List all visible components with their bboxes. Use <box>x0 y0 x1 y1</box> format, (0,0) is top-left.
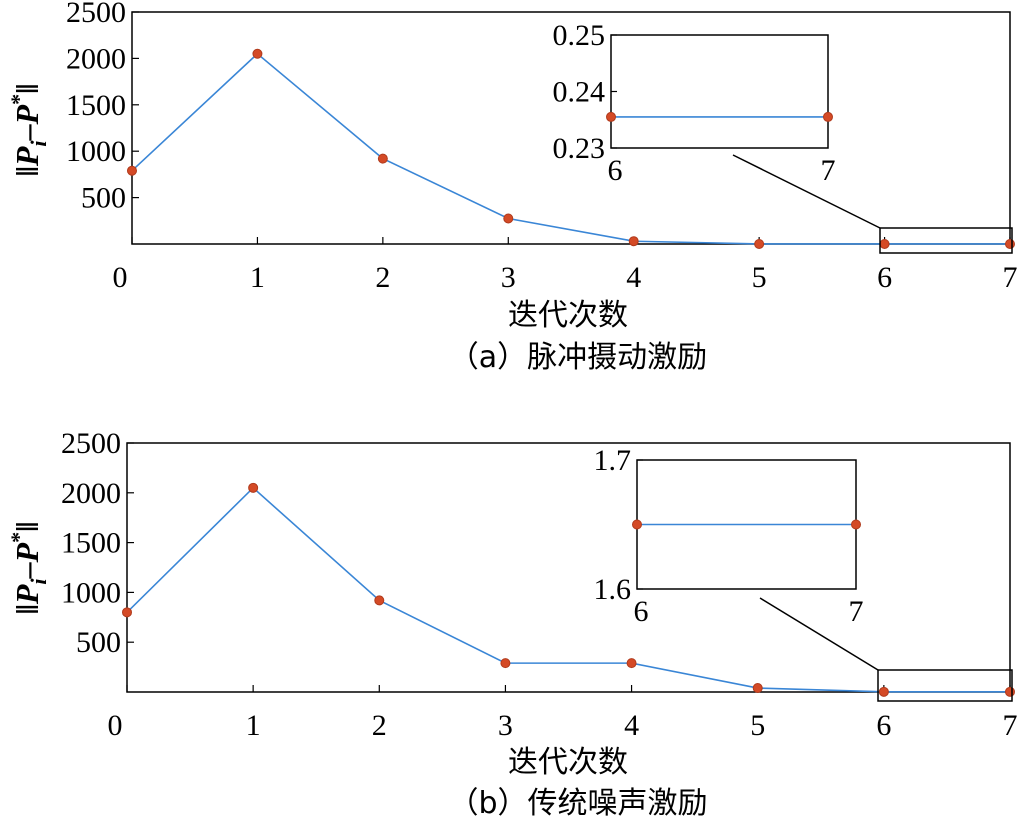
figure-caption: （b）传统噪声激励 <box>448 786 707 821</box>
y-axis-label-part: i <box>26 140 51 147</box>
inset-data-point <box>823 111 833 122</box>
inset-x-tick-label: 6 <box>608 154 623 187</box>
inset-x-tick-label: 7 <box>821 154 836 187</box>
x-axis-label: 迭代次数 <box>508 745 628 780</box>
y-tick-label: 1000 <box>61 576 121 609</box>
inset-y-tick-label: 1.7 <box>594 444 632 477</box>
y-tick-label: 500 <box>76 626 121 659</box>
y-tick-label: 2000 <box>61 477 121 510</box>
data-point <box>248 482 259 493</box>
y-tick-label: 1500 <box>66 89 126 122</box>
inset-data-point <box>632 519 642 530</box>
chart-a: 500 1000 1500 2000 2500 0 1 2 3 4 5 6 7 0.23 0.24 0.25 6… <box>6 0 1018 375</box>
data-point <box>1005 238 1015 249</box>
x-tick-label: 7 <box>1003 261 1018 294</box>
y-axis-label-part: i <box>26 578 51 585</box>
plot-frame <box>126 442 1011 693</box>
y-axis-label-part: P <box>9 146 45 167</box>
x-tick-label: 7 <box>1003 709 1018 742</box>
x-tick-label: 1 <box>250 261 265 294</box>
x-tick-label: 5 <box>750 709 765 742</box>
data-point <box>127 165 137 176</box>
data-point <box>1005 686 1015 697</box>
x-tick-label: 4 <box>626 261 641 294</box>
inset-y-tick-label: 0.23 <box>553 132 606 165</box>
inset-y-tick-label: 0.24 <box>553 76 606 109</box>
y-axis-label: ‖Pi–P*‖ <box>6 522 51 615</box>
data-point <box>503 213 514 224</box>
figure-caption: （a）脉冲摄动激励 <box>449 340 707 375</box>
x-tick-label: 5 <box>752 261 767 294</box>
y-axis-label-part: P <box>9 104 45 125</box>
x-tick-label: 0 <box>108 709 123 742</box>
y-axis-label-part: ‖ <box>9 604 45 614</box>
data-point <box>626 658 637 669</box>
data-point <box>752 683 763 694</box>
series-line <box>126 486 1010 693</box>
y-axis-label-part: ‖ <box>9 166 45 176</box>
zoom-connector-line <box>759 597 879 671</box>
y-axis-label-part: P <box>9 542 45 563</box>
x-tick-label: 4 <box>624 709 639 742</box>
y-axis-label-part: P <box>9 584 45 605</box>
data-point <box>252 48 263 59</box>
y-axis-label-part: – <box>9 123 45 141</box>
data-point <box>377 153 388 164</box>
inset-y-tick-label: 1.6 <box>594 573 632 606</box>
y-tick-label: 2000 <box>66 42 126 75</box>
y-tick-label: 500 <box>81 182 126 215</box>
x-tick-label: 3 <box>498 709 513 742</box>
data-point <box>628 236 639 247</box>
y-axis-label-part: – <box>9 561 45 579</box>
y-tick-label: 1500 <box>61 527 121 560</box>
x-tick-label: 6 <box>876 709 891 742</box>
data-point <box>754 238 765 249</box>
inset-chart: 0.23 0.24 0.25 6 7 <box>553 19 836 187</box>
data-point <box>374 595 385 606</box>
inset-x-tick-label: 7 <box>849 595 864 628</box>
data-point <box>122 607 132 618</box>
x-tick-label: 1 <box>246 709 261 742</box>
plot-frame <box>131 11 1011 245</box>
y-tick-label: 2500 <box>61 427 121 460</box>
x-tick-label: 6 <box>877 261 892 294</box>
x-tick-label: 2 <box>372 709 387 742</box>
inset-frame <box>610 34 829 149</box>
y-tick-label: 1000 <box>66 135 126 168</box>
data-point <box>879 238 890 249</box>
zoom-region-box <box>879 227 1013 254</box>
inset-chart: 1.6 1.7 6 7 <box>594 444 864 628</box>
inset-y-tick-label: 0.25 <box>553 19 606 52</box>
y-axis-label-part: * <box>6 94 31 105</box>
zoom-connector-line <box>732 154 881 229</box>
x-tick-label: 3 <box>501 261 516 294</box>
series-line <box>131 52 1010 245</box>
data-point <box>500 658 511 669</box>
y-axis-label-part: ‖ <box>9 84 45 94</box>
data-point <box>878 686 889 697</box>
x-tick-label: 2 <box>375 261 390 294</box>
y-axis-label-part: * <box>6 532 31 543</box>
inset-x-tick-label: 6 <box>634 595 649 628</box>
inset-data-point <box>851 519 861 530</box>
x-tick-label: 0 <box>113 261 128 294</box>
y-axis-label: ‖Pi–P*‖ <box>6 84 51 177</box>
y-tick-label: 2500 <box>66 0 126 29</box>
zoom-region-box <box>877 669 1013 702</box>
y-axis-label-part: ‖ <box>9 522 45 532</box>
inset-data-point <box>606 111 616 122</box>
x-axis-label: 迭代次数 <box>508 298 628 333</box>
